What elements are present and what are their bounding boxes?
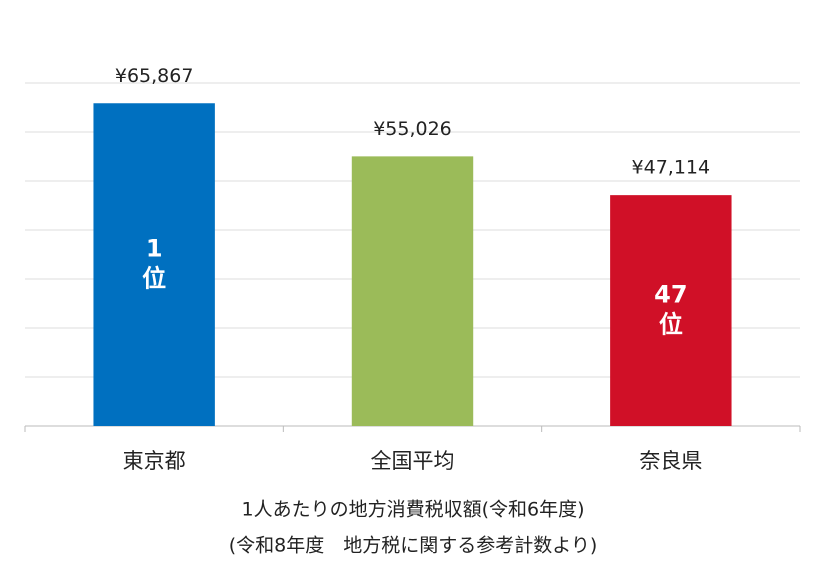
rank-label: 位 (659, 311, 683, 339)
value-label: ¥55,026 (373, 118, 452, 140)
rank-label: 1 (146, 235, 163, 263)
value-label: ¥47,114 (632, 157, 711, 179)
rank-label: 47 (654, 281, 687, 309)
caption: 1人あたりの地方消費税収額(令和6年度) (241, 499, 584, 521)
x-tick-label: 東京都 (123, 449, 186, 473)
rank-label: 位 (142, 265, 166, 293)
caption: (令和8年度 地方税に関する参考計数より) (229, 535, 598, 557)
value-label: ¥65,867 (115, 65, 194, 87)
x-tick-label: 全国平均 (371, 449, 455, 473)
bar (610, 195, 732, 426)
bar (93, 103, 215, 426)
x-tick-label: 奈良県 (639, 449, 702, 473)
bar (351, 156, 474, 426)
